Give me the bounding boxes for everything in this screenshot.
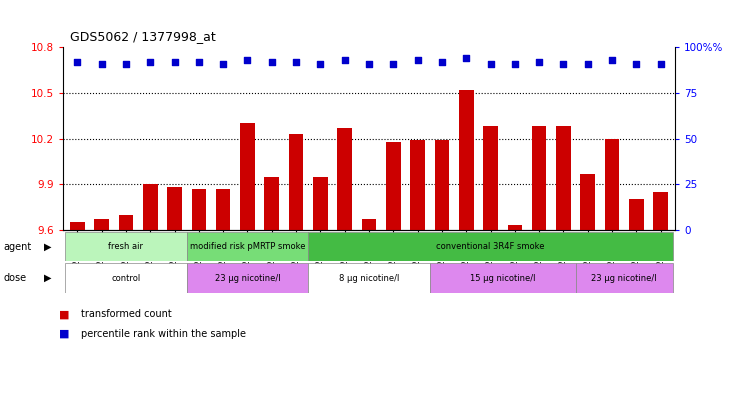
Bar <box>362 219 376 230</box>
Text: control: control <box>111 274 140 283</box>
Bar <box>435 140 449 230</box>
Bar <box>65 232 187 261</box>
Bar <box>629 199 644 230</box>
Point <box>145 59 156 65</box>
Bar <box>430 263 576 293</box>
Bar <box>94 219 109 230</box>
Bar <box>653 192 668 230</box>
Bar <box>313 176 328 230</box>
Text: 8 μg nicotine/l: 8 μg nicotine/l <box>339 274 399 283</box>
Text: agent: agent <box>4 242 32 252</box>
Bar <box>240 123 255 230</box>
Bar <box>508 225 523 230</box>
Text: ▶: ▶ <box>44 242 52 252</box>
Text: dose: dose <box>4 273 27 283</box>
Bar <box>576 263 673 293</box>
Bar <box>264 176 279 230</box>
Text: 23 μg nicotine/l: 23 μg nicotine/l <box>591 274 657 283</box>
Point <box>509 61 521 67</box>
Point <box>314 61 326 67</box>
Bar <box>187 263 308 293</box>
Text: GDS5062 / 1377998_at: GDS5062 / 1377998_at <box>70 30 215 43</box>
Point <box>387 61 399 67</box>
Text: 23 μg nicotine/l: 23 μg nicotine/l <box>215 274 280 283</box>
Point <box>339 57 351 63</box>
Bar <box>483 127 498 230</box>
Bar <box>187 232 308 261</box>
Bar <box>168 187 182 230</box>
Bar <box>215 189 230 230</box>
Text: ■: ■ <box>59 309 69 320</box>
Bar <box>386 141 401 230</box>
Text: transformed count: transformed count <box>81 309 172 320</box>
Point <box>655 61 666 67</box>
Point <box>363 61 375 67</box>
Point <box>557 61 569 67</box>
Bar <box>308 263 430 293</box>
Point <box>606 57 618 63</box>
Point <box>96 61 108 67</box>
Text: fresh air: fresh air <box>108 242 143 251</box>
Bar <box>604 139 619 230</box>
Text: ■: ■ <box>59 329 69 339</box>
Point <box>72 59 83 65</box>
Bar <box>308 232 673 261</box>
Bar <box>289 134 303 230</box>
Bar <box>143 184 157 230</box>
Bar <box>410 140 425 230</box>
Text: ▶: ▶ <box>44 273 52 283</box>
Point <box>582 61 593 67</box>
Text: conventional 3R4F smoke: conventional 3R4F smoke <box>436 242 545 251</box>
Point <box>436 59 448 65</box>
Text: modified risk pMRTP smoke: modified risk pMRTP smoke <box>190 242 306 251</box>
Point <box>412 57 424 63</box>
Text: percentile rank within the sample: percentile rank within the sample <box>81 329 246 339</box>
Point <box>485 61 497 67</box>
Point <box>534 59 545 65</box>
Point <box>266 59 277 65</box>
Bar <box>70 222 85 230</box>
Bar <box>581 174 595 230</box>
Bar <box>532 127 546 230</box>
Point <box>193 59 204 65</box>
Bar <box>337 128 352 230</box>
Bar <box>65 263 187 293</box>
Point <box>461 55 472 61</box>
Bar <box>192 189 206 230</box>
Point <box>217 61 229 67</box>
Point <box>120 61 132 67</box>
Point <box>169 59 181 65</box>
Bar <box>459 90 474 230</box>
Bar <box>556 127 570 230</box>
Text: 15 μg nicotine/l: 15 μg nicotine/l <box>470 274 536 283</box>
Point <box>290 59 302 65</box>
Point <box>630 61 642 67</box>
Bar <box>119 215 134 230</box>
Point <box>241 57 253 63</box>
